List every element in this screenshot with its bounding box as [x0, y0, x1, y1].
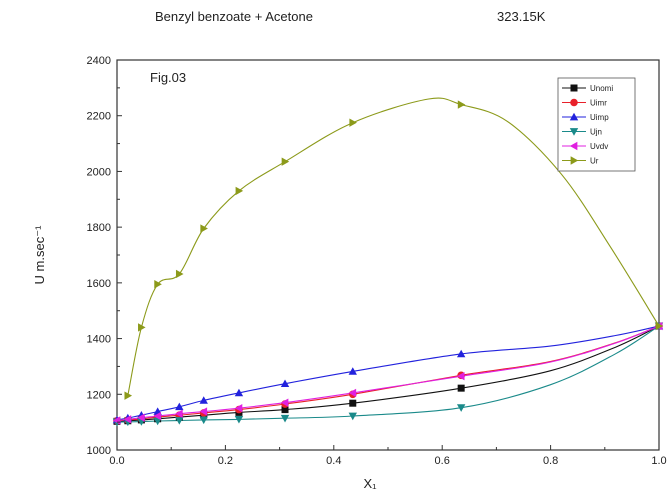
- legend-label: Uimp: [590, 113, 609, 122]
- data-point-uimp: [456, 349, 466, 358]
- x-tick-label: 0.0: [109, 455, 124, 467]
- x-tick-label: 0.8: [543, 455, 558, 467]
- y-tick-label: 1400: [87, 334, 111, 346]
- legend-label: Unomi: [590, 84, 613, 93]
- y-tick-label: 1200: [87, 389, 111, 401]
- chart-title: Benzyl benzoate + Acetone: [155, 9, 313, 24]
- legend-marker: [570, 84, 578, 92]
- data-point-ur: [154, 280, 162, 289]
- y-tick-label: 1000: [87, 445, 111, 457]
- data-point-ur: [200, 224, 208, 233]
- data-point-uvdv: [348, 388, 357, 398]
- data-point-uimp: [234, 388, 244, 397]
- legend-label: Uimr: [590, 99, 607, 108]
- y-tick-label: 2000: [87, 166, 111, 178]
- legend-label: Uvdv: [590, 142, 608, 151]
- series-line-ur: [127, 97, 659, 396]
- axis-tick-labels: 0.0 0.2 0.4 0.6 0.8 1.0 1000 1200 1400 1600 1800 20…: [87, 55, 667, 467]
- series-line-ujn: [117, 325, 659, 423]
- legend-marker: [570, 156, 579, 165]
- data-point-ujn: [175, 417, 184, 425]
- legend-label: Ur: [590, 157, 599, 166]
- chart-subtitle: 323.15K: [497, 9, 546, 24]
- data-point-ujn: [234, 415, 244, 424]
- data-point-uvdv: [234, 404, 243, 413]
- data-point-ur: [175, 269, 184, 279]
- data-point-uvdv: [175, 409, 183, 418]
- x-tick-label: 0.2: [218, 455, 233, 467]
- legend-label: Ujn: [590, 128, 602, 137]
- legend: Unomi Uimr Uimp Ujn Uvdv Ur: [557, 77, 636, 172]
- data-point-ujn: [456, 404, 466, 412]
- data-point-ur: [655, 321, 664, 331]
- data-point-uvdv: [199, 407, 208, 416]
- x-tick-label: 0.6: [435, 455, 450, 467]
- legend-box: [557, 77, 636, 172]
- legend-marker: [569, 141, 578, 151]
- data-point-uvdv: [137, 413, 145, 422]
- figure-annotation: Fig.03: [150, 70, 186, 85]
- data-point-ujn: [280, 414, 290, 423]
- data-point-ujn: [199, 416, 208, 425]
- x-axis-label: X₁: [363, 476, 377, 491]
- y-tick-label: 1600: [87, 278, 111, 290]
- data-point-uimp: [199, 396, 208, 404]
- data-point-ur: [124, 391, 133, 400]
- y-tick-label: 1800: [87, 222, 111, 234]
- legend-marker: [569, 128, 579, 136]
- data-point-uvdv: [123, 415, 132, 424]
- legend-marker: [569, 112, 579, 121]
- data-point-ur: [138, 323, 146, 332]
- y-axis-label: U m.sec⁻¹: [32, 225, 47, 285]
- data-point-ur: [457, 100, 466, 109]
- x-tick-label: 1.0: [651, 455, 666, 467]
- axis-ticks: [116, 59, 660, 451]
- x-tick-label: 0.4: [326, 455, 341, 467]
- data-point-uvdv: [153, 411, 162, 421]
- legend-marker: [570, 98, 578, 107]
- y-tick-label: 2400: [87, 55, 111, 67]
- data-point-unomi: [457, 384, 465, 392]
- data-point-uvdv: [280, 398, 289, 407]
- data-point-ur: [235, 186, 244, 196]
- data-point-ur: [281, 157, 290, 166]
- y-tick-label: 2200: [87, 111, 111, 123]
- data-point-unomi: [349, 399, 357, 407]
- data-point-uimp: [348, 367, 357, 375]
- data-point-ur: [349, 118, 357, 127]
- series-markers: [112, 100, 664, 427]
- data-point-ujn: [348, 412, 357, 421]
- data-point-unomi: [281, 406, 289, 414]
- data-point-uvdv: [456, 371, 465, 381]
- data-point-ujn: [153, 417, 162, 426]
- data-point-uimp: [280, 379, 290, 388]
- data-point-uimp: [175, 402, 184, 411]
